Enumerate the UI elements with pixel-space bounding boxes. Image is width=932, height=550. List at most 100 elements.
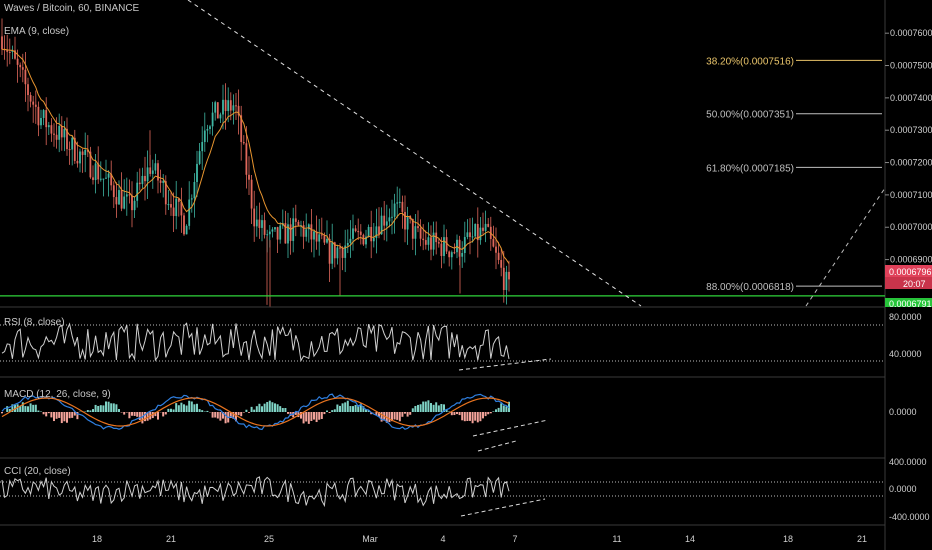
candle-body — [495, 246, 497, 253]
candle-body — [21, 67, 24, 70]
macd-histogram-bar — [443, 404, 445, 412]
candle-body — [492, 238, 495, 247]
candle-body — [380, 215, 383, 235]
macd-histogram-bar — [406, 412, 409, 417]
candle-body — [437, 242, 440, 244]
candle-body — [118, 190, 120, 205]
macd-histogram-bar — [419, 404, 422, 412]
fibonacci-levels: 38.20%(0.0007516) 50.00%(0.0007351) 61.80%… — [706, 56, 882, 293]
macd-histogram-bar — [242, 412, 245, 413]
countdown-badge: 20:07 — [885, 277, 932, 289]
macd-histogram-bar — [339, 405, 341, 412]
candle-body — [505, 271, 508, 291]
macd-histogram-bar — [437, 405, 440, 412]
macd-histogram-bar — [453, 412, 456, 416]
candle-body — [411, 218, 414, 239]
macd-histogram-bar — [398, 412, 401, 422]
macd-histogram-bar — [505, 406, 508, 412]
macd-histogram-bar — [177, 405, 180, 412]
macd-tick: 0.0000 — [889, 407, 917, 417]
candle-body — [440, 243, 443, 256]
macd-histogram-bar — [154, 412, 157, 417]
candle-body — [37, 106, 40, 126]
rsi-tick: 40.0000 — [889, 349, 922, 359]
price-tick-label: 0.0007200 — [890, 158, 932, 168]
macd-histogram-bar — [60, 412, 63, 424]
macd-histogram-bar — [302, 412, 305, 424]
candle-body — [125, 194, 128, 197]
macd-histogram-bar — [404, 412, 406, 414]
macd-histogram-bar — [318, 412, 321, 420]
green-badge-text: 0.0006791 — [889, 299, 932, 309]
candle-body — [8, 51, 11, 53]
candle-body — [255, 219, 258, 227]
descending-trendline[interactable] — [187, 0, 642, 307]
macd-divergence-lower[interactable] — [477, 440, 517, 452]
macd-histogram-bar — [180, 402, 183, 412]
macd-histogram-bar — [131, 412, 133, 416]
candle-body — [268, 231, 271, 235]
cci-divergence-line[interactable] — [460, 498, 546, 517]
candle-body — [289, 224, 292, 241]
macd-histogram-bar — [326, 410, 328, 412]
candle-body — [32, 101, 35, 105]
candle-body — [463, 236, 466, 253]
macd-histogram-bar — [141, 412, 144, 424]
macd-histogram-bar — [219, 412, 222, 421]
candle-body — [94, 163, 97, 181]
candle-body — [172, 207, 175, 217]
fib-level-label: 61.80%(0.0007185) — [706, 163, 794, 174]
candle-body — [76, 160, 79, 164]
macd-histogram-bar — [201, 410, 204, 412]
macd-histogram-bar — [47, 412, 50, 414]
macd-histogram-bar — [16, 404, 19, 412]
macd-histogram-bar — [110, 403, 113, 412]
macd-histogram-bar — [214, 412, 217, 418]
macd-histogram-bar — [268, 400, 271, 412]
macd-histogram-bar — [497, 407, 500, 412]
ema-line — [2, 48, 510, 264]
candle-body — [159, 180, 162, 183]
candle-body — [354, 228, 357, 232]
macd-histogram-bar — [284, 407, 287, 412]
macd-histogram-bar — [320, 412, 323, 419]
rsi-tick: 80.0000 — [889, 312, 922, 322]
macd-histogram-bar — [294, 412, 297, 415]
candle-body — [81, 151, 84, 155]
macd-histogram-bar — [19, 406, 22, 412]
candle-body — [261, 220, 263, 228]
price-axis: 0.0007600 0.0007500 0.0007400 0.0007300 0.00… — [885, 28, 932, 265]
macd-histogram-bar — [463, 412, 466, 422]
macd-histogram-bar — [99, 405, 102, 412]
candle-body — [175, 198, 178, 217]
macd-histogram-bar — [58, 412, 61, 418]
time-tick-label: 14 — [685, 534, 695, 544]
candle-body — [365, 236, 367, 245]
candle-body — [482, 227, 484, 231]
candle-body — [266, 234, 269, 236]
candle-body — [224, 99, 227, 112]
cci-tick: 400.0000 — [889, 457, 927, 467]
macd-histogram-bar — [359, 403, 362, 412]
macd-histogram-bar — [276, 404, 279, 412]
macd-histogram-bar — [32, 404, 35, 412]
rsi-divergence-line[interactable] — [458, 358, 552, 371]
candle-body — [29, 95, 32, 102]
projection-trendline[interactable] — [805, 187, 886, 307]
candle-body — [123, 196, 126, 209]
macd-histogram-bar — [375, 412, 378, 416]
candle-body — [151, 170, 154, 174]
macd-divergence-upper[interactable] — [472, 419, 549, 437]
macd-histogram-bar — [331, 410, 334, 412]
candle-body — [367, 226, 370, 237]
macd-histogram-bar — [53, 412, 55, 422]
candle-body — [406, 215, 409, 230]
rsi-title: RSI (8, close) — [4, 317, 65, 328]
candle-body — [479, 227, 482, 241]
candle-body — [318, 234, 321, 242]
candle-body — [445, 237, 448, 252]
time-tick-label: 21 — [857, 534, 867, 544]
macd-histogram-bar — [21, 402, 24, 412]
macd-histogram-bar — [476, 412, 479, 423]
